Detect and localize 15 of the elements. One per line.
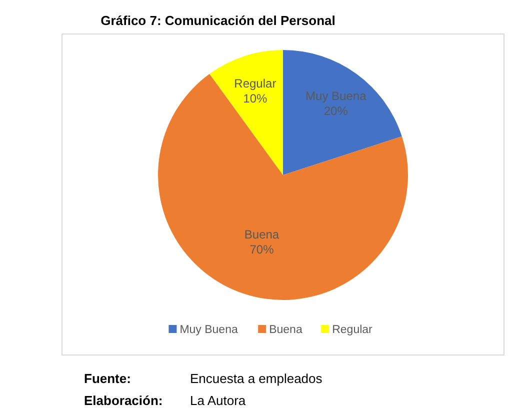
pie-slice bbox=[210, 50, 283, 175]
chart-title: Gráfico 7: Comunicación del Personal bbox=[100, 13, 336, 28]
data-label: 70% bbox=[250, 242, 274, 256]
text: Elaboración: La Autora bbox=[84, 393, 246, 408]
data-label: 20% bbox=[324, 104, 348, 118]
legend-label: Regular bbox=[332, 324, 373, 336]
pie-slice bbox=[283, 50, 402, 175]
slice-label: Buena bbox=[244, 227, 280, 242]
text: Fuente: Encuesta a empleados bbox=[84, 371, 322, 386]
slice-label: Regular bbox=[234, 76, 276, 90]
pie-slice bbox=[158, 74, 408, 300]
legend-label: Muy Buena bbox=[180, 324, 238, 336]
data-label: 10% bbox=[243, 91, 268, 106]
slice-label: Muy Buena bbox=[306, 89, 367, 104]
legend-label: Buena bbox=[269, 324, 303, 336]
